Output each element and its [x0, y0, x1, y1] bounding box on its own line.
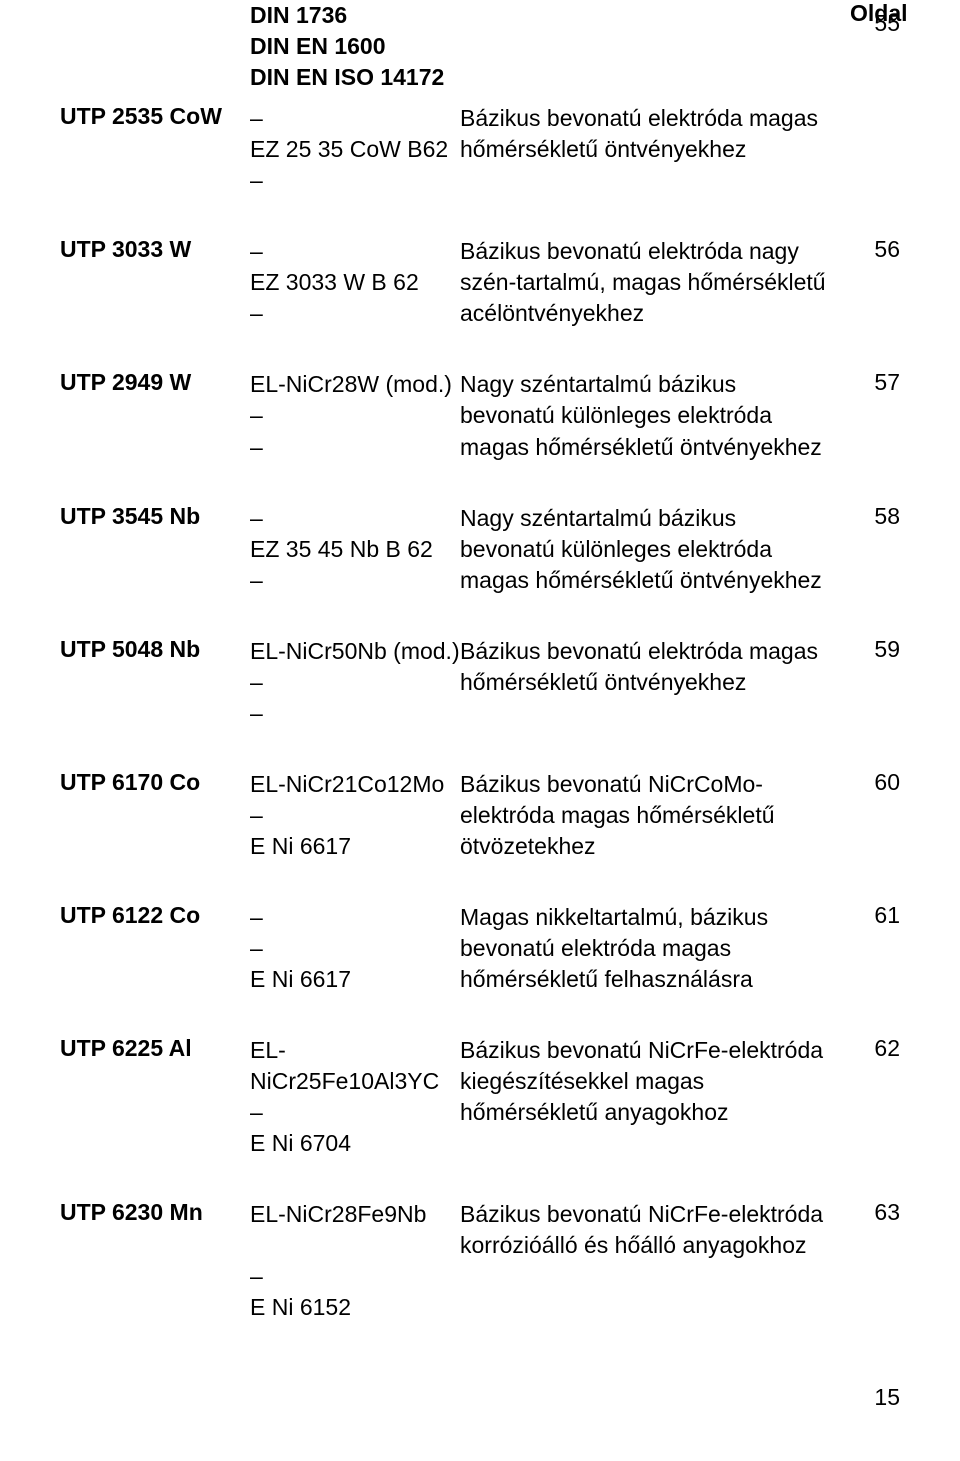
standard-line: E Ni 6617: [250, 964, 460, 995]
product-name: UTP 6170 Co: [60, 769, 250, 862]
table-row: UTP 6230 MnEL-NiCr28Fe9Nb –E Ni 6152Bázi…: [60, 1199, 900, 1323]
standard-line: EL-NiCr28W (mod.): [250, 369, 460, 400]
page-ref: 60: [850, 769, 900, 862]
standard-line: EZ 3033 W B 62: [250, 267, 460, 298]
standards-col: –EZ 25 35 CoW B62–: [250, 10, 460, 196]
standard-line: EZ 35 45 Nb B 62: [250, 534, 460, 565]
standards-col: –EZ 3033 W B 62–: [250, 236, 460, 329]
table-row: UTP 3033 W–EZ 3033 W B 62–Bázikus bevona…: [60, 236, 900, 329]
description: Bázikus bevonatú NiCrFe-elektróda korróz…: [460, 1199, 850, 1323]
standard-line: –: [250, 902, 460, 933]
standard-line: EL-NiCr28Fe9Nb: [250, 1199, 460, 1230]
index-table: DIN 1736 DIN EN 1600 DIN EN ISO 14172 Ol…: [60, 0, 900, 1324]
standard-line: –: [250, 667, 460, 698]
page-ref: 55: [850, 10, 900, 196]
page-ref: 62: [850, 1035, 900, 1159]
standards-col: EL-NiCr21Co12Mo–E Ni 6617: [250, 769, 460, 862]
standard-line: EL-NiCr50Nb (mod.): [250, 636, 460, 667]
rows-container: UTP 2535 CoW–EZ 25 35 CoW B62–Bázikus be…: [60, 10, 900, 1323]
standard-line: –: [250, 1261, 460, 1292]
standards-col: ––E Ni 6617: [250, 902, 460, 995]
description: Bázikus bevonatú elektróda nagy szén-tar…: [460, 236, 850, 329]
standard-line: –: [250, 400, 460, 431]
table-row: UTP 6225 AlEL-NiCr25Fe10Al3YC–E Ni 6704B…: [60, 1035, 900, 1159]
table-row: UTP 6122 Co––E Ni 6617Magas nikkeltartal…: [60, 902, 900, 995]
product-name: UTP 6122 Co: [60, 902, 250, 995]
description: Bázikus bevonatú elektróda magas hőmérsé…: [460, 10, 850, 196]
standard-line: –: [250, 103, 460, 134]
standard-line: –: [250, 1097, 460, 1128]
standard-line: –: [250, 432, 460, 463]
table-row: UTP 5048 NbEL-NiCr50Nb (mod.)––Bázikus b…: [60, 636, 900, 729]
standard-line: EZ 25 35 CoW B62: [250, 134, 460, 165]
standard-line: –: [250, 698, 460, 729]
product-name: UTP 2949 W: [60, 369, 250, 462]
standard-line: –: [250, 236, 460, 267]
page-ref: 57: [850, 369, 900, 462]
standard-line: [250, 1230, 460, 1261]
page-ref: 63: [850, 1199, 900, 1323]
page-ref: 61: [850, 902, 900, 995]
page-ref: 58: [850, 503, 900, 596]
standard-line: –: [250, 503, 460, 534]
product-name: UTP 6225 Al: [60, 1035, 250, 1159]
standards-col: EL-NiCr25Fe10Al3YC–E Ni 6704: [250, 1035, 460, 1159]
standards-col: EL-NiCr50Nb (mod.)––: [250, 636, 460, 729]
standards-col: EL-NiCr28W (mod.)––: [250, 369, 460, 462]
product-name: UTP 2535 CoW: [60, 10, 250, 196]
page-number: 15: [874, 1384, 900, 1411]
table-row: UTP 2535 CoW–EZ 25 35 CoW B62–Bázikus be…: [60, 10, 900, 196]
description: Magas nikkeltartalmú, bázikus bevonatú e…: [460, 902, 850, 995]
description: Bázikus bevonatú NiCrCoMo-elektróda maga…: [460, 769, 850, 862]
description: Bázikus bevonatú elektróda magas hőmérsé…: [460, 636, 850, 729]
table-row: UTP 3545 Nb–EZ 35 45 Nb B 62–Nagy szénta…: [60, 503, 900, 596]
description: Nagy széntartalmú bázikus bevonatú külön…: [460, 369, 850, 462]
standard-line: E Ni 6617: [250, 831, 460, 862]
product-name: UTP 3545 Nb: [60, 503, 250, 596]
page-ref: 59: [850, 636, 900, 729]
table-row: UTP 6170 CoEL-NiCr21Co12Mo–E Ni 6617Bázi…: [60, 769, 900, 862]
product-name: UTP 5048 Nb: [60, 636, 250, 729]
description: Bázikus bevonatú NiCrFe-elektróda kiegés…: [460, 1035, 850, 1159]
standard-line: E Ni 6152: [250, 1292, 460, 1323]
standard-line: –: [250, 800, 460, 831]
table-row: UTP 2949 WEL-NiCr28W (mod.)––Nagy szénta…: [60, 369, 900, 462]
description: Nagy széntartalmú bázikus bevonatú külön…: [460, 503, 850, 596]
standard-line: EL-NiCr21Co12Mo: [250, 769, 460, 800]
standard-line: E Ni 6704: [250, 1128, 460, 1159]
standards-col: –EZ 35 45 Nb B 62–: [250, 503, 460, 596]
standard-line: EL-NiCr25Fe10Al3YC: [250, 1035, 460, 1097]
standard-line: –: [250, 565, 460, 596]
standard-line: –: [250, 165, 460, 196]
page-ref: 56: [850, 236, 900, 329]
product-name: UTP 6230 Mn: [60, 1199, 250, 1323]
product-name: UTP 3033 W: [60, 236, 250, 329]
standards-col: EL-NiCr28Fe9Nb –E Ni 6152: [250, 1199, 460, 1323]
standard-line: –: [250, 298, 460, 329]
standard-line: –: [250, 933, 460, 964]
